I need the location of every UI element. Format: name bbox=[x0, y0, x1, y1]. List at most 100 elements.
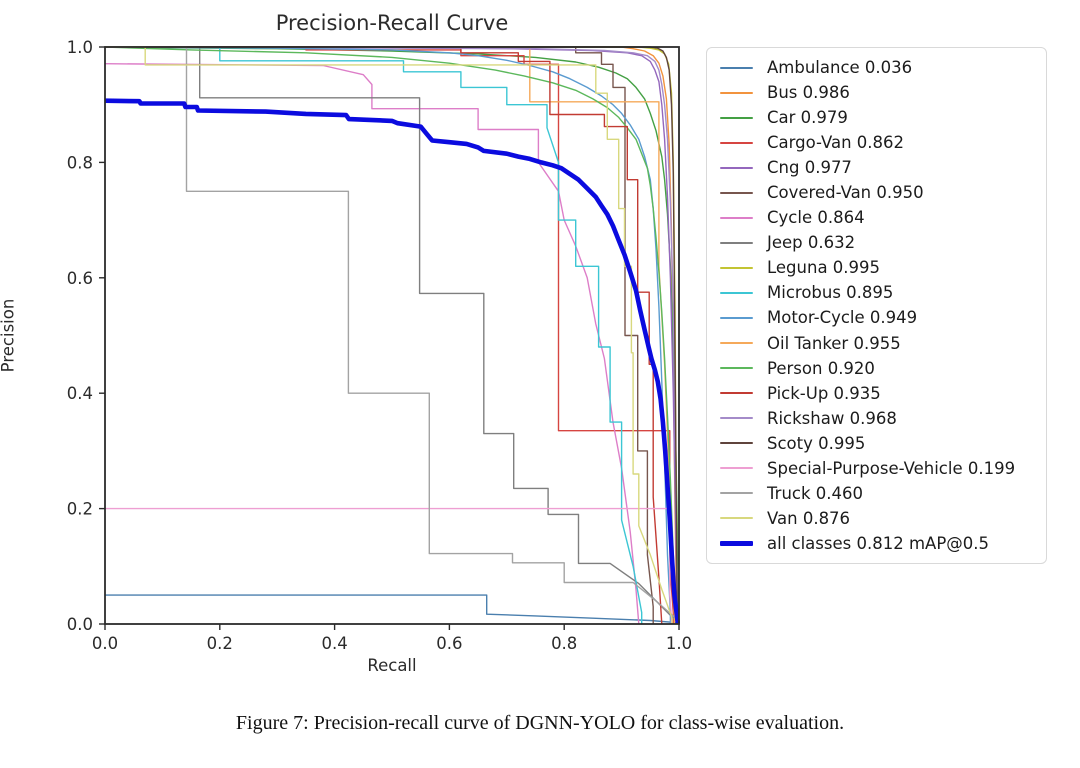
legend-item: Person 0.920 bbox=[720, 356, 1036, 380]
x-axis-ticks: 0.0 0.2 0.4 0.6 0.8 1.0 bbox=[92, 624, 692, 653]
legend-item: Oil Tanker 0.955 bbox=[720, 331, 1036, 355]
pr-curve-rickshaw bbox=[104, 46, 679, 624]
x-axis-label: Recall bbox=[367, 656, 417, 675]
y-tick-label: 1.0 bbox=[67, 38, 93, 57]
legend-line-swatch bbox=[720, 266, 753, 269]
legend-label: Jeep 0.632 bbox=[767, 233, 856, 253]
y-tick-label: 0.2 bbox=[67, 500, 93, 519]
legend-label: Person 0.920 bbox=[767, 358, 875, 378]
figure-caption: Figure 7: Precision-recall curve of DGNN… bbox=[235, 712, 845, 734]
pr-curve-microbus bbox=[105, 46, 643, 624]
legend-line-swatch bbox=[720, 66, 753, 69]
legend-line-swatch bbox=[720, 316, 753, 319]
x-tick-label: 0.6 bbox=[436, 634, 462, 653]
pr-curve-oil-tanker bbox=[105, 46, 676, 624]
pr-curve-cargo-van bbox=[105, 46, 674, 624]
legend-line-swatch bbox=[720, 417, 753, 420]
pr-curve-truck bbox=[105, 46, 680, 622]
legend-label: Ambulance 0.036 bbox=[767, 58, 913, 78]
legend-line-swatch bbox=[720, 166, 753, 169]
legend-item: Pick-Up 0.935 bbox=[720, 381, 1036, 405]
legend-line-swatch bbox=[720, 367, 753, 370]
legend-item: Jeep 0.632 bbox=[720, 231, 1036, 255]
legend-label: Van 0.876 bbox=[767, 508, 851, 528]
legend-line-swatch bbox=[720, 492, 753, 495]
y-tick-label: 0.6 bbox=[67, 269, 93, 288]
legend-label: Scoty 0.995 bbox=[767, 433, 866, 453]
legend-label: Cng 0.977 bbox=[767, 158, 852, 178]
legend-line-swatch bbox=[720, 442, 753, 445]
x-tick-label: 1.0 bbox=[666, 634, 692, 653]
legend-item: Motor-Cycle 0.949 bbox=[720, 306, 1036, 330]
legend-item: Scoty 0.995 bbox=[720, 431, 1036, 455]
pr-curve-cycle bbox=[104, 63, 640, 625]
legend-label: Rickshaw 0.968 bbox=[767, 408, 897, 428]
chart-title: Precision-Recall Curve bbox=[275, 11, 509, 35]
legend-line-swatch bbox=[720, 91, 753, 94]
chart-legend: Ambulance 0.036 Bus 0.986 Car 0.979 Cargo-V… bbox=[706, 47, 1047, 564]
legend-line-swatch bbox=[720, 467, 753, 470]
legend-label: Bus 0.986 bbox=[767, 83, 850, 103]
legend-item: Covered-Van 0.950 bbox=[720, 181, 1036, 205]
pr-curve-scoty bbox=[105, 46, 678, 624]
legend-item: Cargo-Van 0.862 bbox=[720, 131, 1036, 155]
legend-item: Car 0.979 bbox=[720, 106, 1036, 130]
pr-curve-person bbox=[104, 46, 677, 624]
pr-curve-ambulance bbox=[105, 594, 680, 624]
legend-line-swatch bbox=[720, 141, 753, 144]
legend-item: Cng 0.977 bbox=[720, 156, 1036, 180]
legend-line-swatch bbox=[720, 517, 753, 520]
y-axis-ticks: 0.0 0.2 0.4 0.6 0.8 1.0 bbox=[67, 38, 105, 634]
legend-label: Covered-Van 0.950 bbox=[767, 183, 924, 203]
pr-curve-leguna bbox=[105, 46, 678, 624]
legend-item: Bus 0.986 bbox=[720, 81, 1036, 105]
legend-label: Motor-Cycle 0.949 bbox=[767, 308, 918, 328]
legend-line-swatch bbox=[720, 191, 753, 194]
legend-label: all classes 0.812 mAP@0.5 bbox=[767, 533, 990, 553]
legend-line-swatch bbox=[720, 540, 753, 546]
legend-line-swatch bbox=[720, 392, 753, 395]
legend-item: Microbus 0.895 bbox=[720, 281, 1036, 305]
legend-label: Microbus 0.895 bbox=[767, 283, 894, 303]
x-tick-label: 0.8 bbox=[551, 634, 577, 653]
legend-label: Special-Purpose-Vehicle 0.199 bbox=[767, 458, 1016, 478]
legend-line-swatch bbox=[720, 342, 753, 345]
legend-line-swatch bbox=[720, 241, 753, 244]
plot-spines bbox=[104, 46, 680, 625]
legend-label: Pick-Up 0.935 bbox=[767, 383, 881, 403]
pr-curve-van bbox=[105, 46, 673, 624]
legend-item: Van 0.876 bbox=[720, 506, 1036, 530]
legend-label: Cycle 0.864 bbox=[767, 208, 865, 228]
legend-item: Cycle 0.864 bbox=[720, 206, 1036, 230]
x-tick-label: 0.0 bbox=[92, 634, 118, 653]
pr-curve-jeep bbox=[105, 46, 680, 625]
pr-curve-bus bbox=[105, 46, 678, 624]
legend-item: Ambulance 0.036 bbox=[720, 56, 1036, 80]
legend-label: Car 0.979 bbox=[767, 108, 848, 128]
legend-line-swatch bbox=[720, 116, 753, 119]
legend-item: Rickshaw 0.968 bbox=[720, 406, 1036, 430]
legend-line-swatch bbox=[720, 291, 753, 294]
legend-item: Special-Purpose-Vehicle 0.199 bbox=[720, 456, 1036, 480]
x-tick-label: 0.4 bbox=[321, 634, 347, 653]
legend-label: Leguna 0.995 bbox=[767, 258, 881, 278]
legend-line-swatch bbox=[720, 216, 753, 219]
y-tick-label: 0.0 bbox=[67, 615, 93, 634]
legend-item: all classes 0.812 mAP@0.5 bbox=[720, 531, 1036, 555]
pr-curve-covered-van bbox=[105, 46, 654, 624]
legend-label: Cargo-Van 0.862 bbox=[767, 133, 905, 153]
legend-label: Oil Tanker 0.955 bbox=[767, 333, 901, 353]
x-tick-label: 0.2 bbox=[207, 634, 233, 653]
pr-curve-special-purpose-vehicle bbox=[105, 507, 673, 624]
pr-curve-cng bbox=[104, 46, 678, 624]
pr-curve-motor-cycle bbox=[104, 46, 672, 624]
pr-curve-car bbox=[104, 46, 680, 624]
y-tick-label: 0.4 bbox=[67, 384, 93, 403]
pr-curves bbox=[104, 46, 680, 625]
pr-curve-all-classes bbox=[104, 98, 680, 625]
legend-label: Truck 0.460 bbox=[767, 483, 864, 503]
y-tick-label: 0.8 bbox=[67, 153, 93, 172]
legend-item: Leguna 0.995 bbox=[720, 256, 1036, 280]
